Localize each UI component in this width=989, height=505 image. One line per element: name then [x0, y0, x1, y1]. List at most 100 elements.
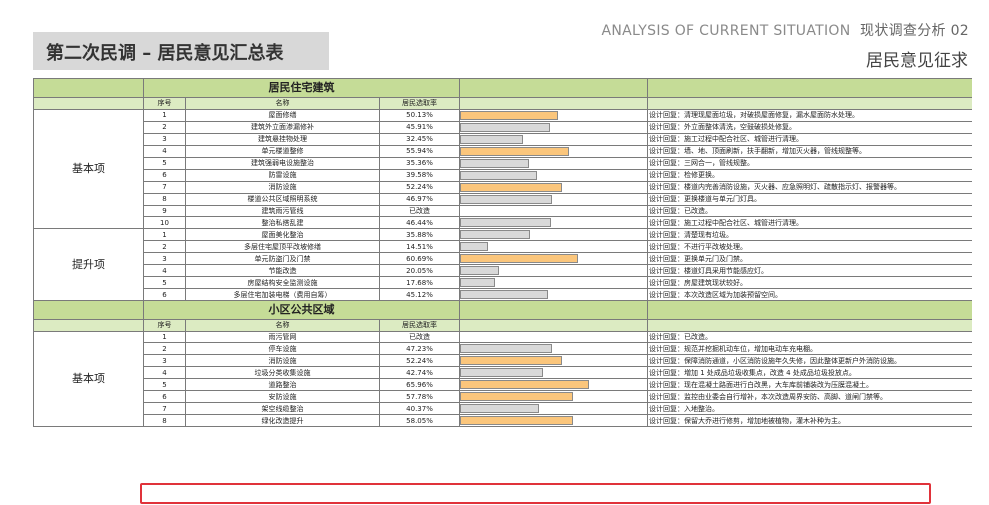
row-rate: 45.91% [378, 120, 461, 134]
row-name: 消防设施 [185, 180, 380, 194]
column-header-bar-blank [459, 319, 649, 332]
table-row: 5 道路整治 65.96% 设计回复：现在混凝土路面进行白改黑，大车库前铺装改为压膜混… [34, 378, 972, 392]
rate-bar [460, 368, 544, 378]
table-row: 基本项 1 屋面修缮 50.13% 设计回复：清理现屋面垃圾，对破损屋面修复，漏水屋面防… [33, 108, 972, 230]
table-row: 2 停车设施 47.23% 设计回复：规范并挖掘机动车位，增加电动车充电棚。 [34, 342, 972, 356]
section-title: 小区公共区域 [142, 300, 461, 321]
row-bar-cell [459, 252, 649, 266]
row-note: 设计回复：入地整治。 [647, 402, 972, 416]
row-note: 设计回复：施工过程中配合社区、城管进行清理。 [647, 132, 972, 146]
row-note: 设计回复：墙、地、顶面刷新，扶手翻新，增加灭火器，管线规整等。 [647, 144, 972, 158]
rate-bar [460, 218, 551, 228]
table-row: 提升项 1 屋面美化整治 35.88% 设计回复：清楚现有垃圾。 [33, 228, 972, 302]
table-row: 5 房屋结构安全监测设施 17.68% 设计回复：房屋建筑现状较好。 [34, 276, 972, 290]
row-bar-cell [459, 168, 649, 182]
row-bar-cell [459, 378, 649, 392]
row-index: 6 [143, 288, 186, 302]
rate-bar [460, 158, 529, 168]
row-bar-cell [459, 288, 649, 302]
row-rate: 42.74% [378, 366, 461, 380]
row-index: 5 [143, 156, 186, 170]
row-bar-cell [459, 402, 649, 416]
header-en-suffix: 现状调查分析 02 [860, 23, 969, 39]
column-header-rate: 居民选取率 [378, 97, 461, 110]
row-note: 设计回复：楼道内完善消防设施，灭火器、应急照明灯、疏散指示灯、报警器等。 [647, 180, 972, 194]
row-bar-cell [459, 216, 649, 230]
row-bar-cell [459, 330, 649, 344]
row-rate: 46.97% [378, 192, 461, 206]
rate-bar [460, 122, 550, 132]
row-name: 整治私搭乱建 [185, 216, 380, 230]
row-index: 5 [143, 378, 186, 392]
row-note: 设计回复：増加 1 处成品垃圾收集点，改造 4 处成品垃圾投放点。 [647, 366, 972, 380]
section-title: 居民住宅建筑 [142, 78, 461, 98]
row-rate: 52.24% [378, 354, 461, 368]
page-title: 第二次民调 – 居民意见汇总表 [46, 43, 284, 64]
table-row: 3 消防设施 52.24% 设计回复：保障消防通道，小区消防设施年久失修，因此整体更新… [34, 354, 972, 368]
row-rate: 57.78% [378, 390, 461, 404]
row-rate: 20.05% [378, 264, 461, 278]
table-row: 6 多层住宅加装电梯（费用自筹） 45.12% 设计回复：本次改造区域为加装预留空间。 [34, 288, 972, 302]
section-blank [33, 300, 144, 321]
column-header-name: 名称 [185, 319, 380, 332]
row-name: 架空线缆整治 [185, 402, 380, 416]
row-rate: 60.69% [378, 252, 461, 266]
row-note: 设计回复：保障消防通道，小区消防设施年久失修，因此整体更新户外消防设施。 [647, 354, 972, 368]
section-bar-blank [459, 300, 649, 321]
row-rate: 17.68% [378, 276, 461, 290]
row-rate: 46.44% [378, 216, 461, 230]
row-bar-cell [459, 276, 649, 290]
row-bar-cell [459, 132, 649, 146]
row-index: 2 [143, 342, 186, 356]
section-row: 居民住宅建筑 [33, 78, 972, 98]
row-rate: 65.96% [378, 378, 461, 392]
header-cn: 居民意见征求 [866, 51, 968, 71]
row-bar-cell [459, 156, 649, 170]
table-row: 4 垃圾分类收集设施 42.74% 设计回复：増加 1 处成品垃圾收集点，改造 4 处… [34, 366, 972, 380]
rate-bar [460, 404, 539, 414]
category-label: 基本项 [33, 108, 144, 230]
rate-bar [460, 344, 553, 354]
section-row: 小区公共区域 [33, 300, 972, 321]
table-row: 2 多层住宅屋顶平改坡修缮 14.51% 设计回复：不进行平改坡处理。 [34, 240, 972, 254]
row-bar-cell [459, 192, 649, 206]
row-bar-cell [459, 144, 649, 158]
row-name: 房屋结构安全监测设施 [185, 276, 380, 290]
row-name: 多层住宅加装电梯（费用自筹） [185, 288, 380, 302]
row-index: 10 [143, 216, 186, 230]
table-row: 7 消防设施 52.24% 设计回复：楼道内完善消防设施，灭火器、应急照明灯、疏散指示… [34, 180, 972, 194]
row-index: 1 [143, 228, 186, 242]
rate-bar [460, 230, 530, 240]
table-row: 8 绿化改造提升 58.05% 设计回复：保留大乔进行修剪，增加地被植物，灌木补种为主… [34, 414, 972, 428]
row-rate: 40.37% [378, 402, 461, 416]
table-row: 4 节能改造 20.05% 设计回复：楼道灯具采用节能感应灯。 [34, 264, 972, 278]
row-note: 设计回复：清楚现有垃圾。 [647, 228, 972, 242]
row-index: 7 [143, 180, 186, 194]
table-row: 3 建筑悬挂物处理 32.45% 设计回复：施工过程中配合社区、城管进行清理。 [34, 132, 972, 146]
column-header-row: 序号 名称 居民选取率 [33, 319, 972, 332]
row-rate: 47.23% [378, 342, 461, 356]
table-row: 5 建筑强弱电设施整治 35.36% 设计回复：三网合一，管线规整。 [34, 156, 972, 170]
row-note: 设计回复：更换楼道与单元门灯具。 [647, 192, 972, 206]
row-rate: 39.58% [378, 168, 461, 182]
row-name: 雨污管网 [185, 330, 380, 344]
table-row: 10 整治私搭乱建 46.44% 设计回复：施工过程中配合社区、城管进行清理。 [34, 216, 972, 230]
row-note: 设计回复：现在混凝土路面进行白改黑，大车库前铺装改为压膜混凝土。 [647, 378, 972, 392]
row-name: 防雷设施 [185, 168, 380, 182]
table-row: 3 单元防盗门及门禁 60.69% 设计回复：更换单元门及门禁。 [34, 252, 972, 266]
column-header-note-blank [647, 97, 972, 110]
column-header-rate: 居民选取率 [378, 319, 461, 332]
row-name: 垃圾分类收集设施 [185, 366, 380, 380]
rate-bar [460, 242, 489, 252]
column-header-index: 序号 [143, 319, 186, 332]
rate-bar [460, 134, 524, 144]
row-note: 设计回复：已改造。 [647, 204, 972, 218]
row-rate: 已改造 [378, 204, 461, 218]
table-row: 基本项 1 雨污管网 已改造 设计回复：已改造。 [33, 330, 972, 428]
row-bar-cell [459, 414, 649, 428]
table-row: 6 防雷设施 39.58% 设计回复：检修更换。 [34, 168, 972, 182]
row-index: 5 [143, 276, 186, 290]
row-bar-cell [459, 366, 649, 380]
rate-bar [460, 290, 548, 300]
row-index: 3 [143, 132, 186, 146]
